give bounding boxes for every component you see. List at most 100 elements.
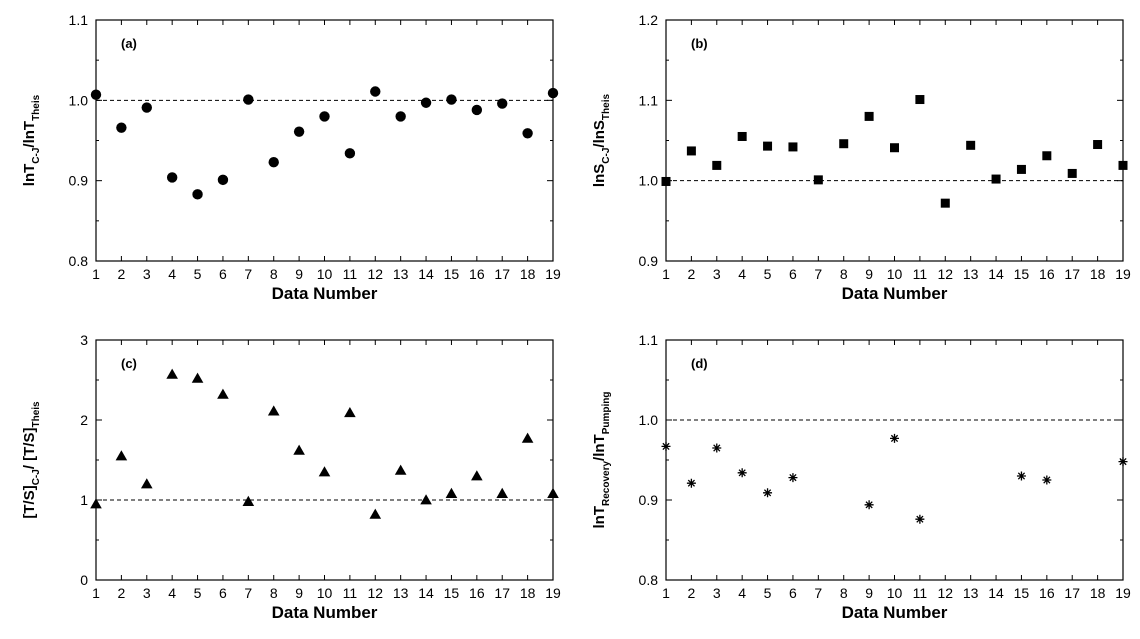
data-point-8 (268, 156, 279, 168)
x-tick-label: 10 (887, 585, 903, 601)
data-point-15 (1016, 164, 1026, 174)
data-point-1 (661, 176, 671, 186)
x-tick-label: 9 (295, 266, 303, 282)
data-point-16 (471, 470, 483, 481)
data-point-4 (737, 468, 747, 478)
data-point-14 (991, 174, 1001, 184)
panel-label: (d) (691, 356, 708, 371)
x-tick-label: 11 (343, 266, 358, 282)
x-tick-label: 11 (343, 585, 358, 601)
data-point-14 (420, 494, 432, 505)
x-tick-label: 1 (92, 266, 100, 282)
data-point-19 (1118, 160, 1128, 170)
data-point-6 (788, 473, 798, 483)
y-tick-label: 1.0 (69, 92, 89, 108)
plot-frame (95, 339, 554, 581)
data-point-5 (192, 189, 203, 200)
plot-frame (665, 19, 1124, 262)
x-tick-label: 7 (244, 585, 252, 601)
y-tick-label: 0.9 (69, 173, 89, 189)
x-tick-label: 2 (687, 266, 695, 282)
x-tick-label: 4 (168, 585, 176, 601)
x-tick-label: 1 (662, 585, 670, 601)
panel-label: (b) (691, 36, 708, 51)
y-tick-label: 1.1 (639, 332, 659, 348)
x-tick-label: 16 (1039, 266, 1055, 282)
y-tick-label: 1.1 (69, 12, 89, 28)
x-tick-label: 10 (887, 266, 903, 282)
data-point-6 (217, 388, 229, 399)
y-axis-label: lnTC-J/lnTTheis (21, 94, 42, 186)
x-tick-label: 12 (937, 266, 953, 282)
x-tick-label: 9 (295, 585, 303, 601)
data-point-15 (446, 94, 457, 105)
x-axis-label: Data Number (842, 603, 948, 622)
data-point-4 (166, 172, 178, 183)
data-point-6 (217, 174, 229, 186)
data-point-16 (471, 104, 483, 116)
y-tick-label: 0.9 (639, 253, 659, 269)
x-tick-label: 6 (219, 585, 227, 601)
x-tick-label: 19 (545, 266, 561, 282)
x-tick-label: 17 (494, 266, 510, 282)
data-point-7 (243, 94, 254, 105)
data-point-1 (90, 498, 102, 509)
x-tick-label: 13 (963, 266, 979, 282)
x-tick-label: 15 (1014, 585, 1030, 601)
y-axis-label: lnSC-J/lnSTheis (591, 94, 612, 188)
data-point-19 (547, 487, 559, 498)
y-tick-label: 1.2 (639, 12, 659, 28)
x-tick-label: 3 (143, 585, 151, 601)
data-point-3 (712, 443, 722, 453)
x-tick-label: 12 (937, 585, 953, 601)
x-tick-label: 9 (865, 266, 873, 282)
data-point-6 (788, 142, 798, 152)
data-point-5 (191, 372, 204, 383)
x-tick-label: 19 (545, 585, 561, 601)
y-tick-label: 1.1 (639, 92, 659, 108)
x-tick-label: 5 (764, 585, 772, 601)
x-tick-label: 13 (393, 585, 409, 601)
x-tick-label: 3 (143, 266, 151, 282)
panel-c: 1 2 3 4 5 6 7 8 9 10 11 12 13 14 15 16 17 18 190123(c)Data… (21, 332, 561, 622)
x-tick-label: 2 (687, 585, 695, 601)
x-tick-label: 18 (1090, 266, 1106, 282)
data-point-2 (116, 122, 127, 133)
x-tick-label: 8 (270, 585, 278, 601)
x-tick-label: 9 (865, 585, 873, 601)
data-point-7 (242, 495, 255, 506)
y-tick-label: 0.8 (69, 253, 89, 269)
x-tick-label: 18 (1090, 585, 1106, 601)
plot-frame (95, 19, 554, 262)
data-point-9 (915, 514, 925, 524)
data-point-18 (1093, 140, 1103, 150)
x-tick-label: 7 (814, 585, 822, 601)
data-point-5 (763, 141, 773, 151)
x-tick-label: 18 (520, 585, 536, 601)
data-point-18 (521, 432, 534, 443)
y-tick-label: 2 (80, 412, 88, 428)
data-point-16 (1042, 151, 1052, 161)
x-tick-label: 16 (469, 266, 485, 282)
x-tick-label: 6 (789, 585, 797, 601)
data-point-12 (940, 198, 950, 208)
data-point-18 (522, 128, 533, 139)
data-point-3 (140, 478, 153, 489)
x-tick-label: 16 (1039, 585, 1055, 601)
y-tick-label: 1.0 (639, 412, 659, 428)
x-tick-label: 2 (117, 585, 125, 601)
plot-frame (665, 339, 1124, 581)
x-tick-label: 19 (1115, 266, 1131, 282)
x-tick-label: 4 (738, 585, 746, 601)
x-tick-label: 3 (713, 266, 721, 282)
x-tick-label: 4 (738, 266, 746, 282)
data-point-10 (1016, 471, 1026, 481)
panel-label: (a) (121, 36, 137, 51)
x-tick-label: 7 (814, 266, 822, 282)
x-tick-label: 15 (444, 585, 460, 601)
x-tick-label: 15 (1014, 266, 1030, 282)
data-point-2 (686, 478, 696, 488)
data-point-8 (839, 139, 849, 149)
